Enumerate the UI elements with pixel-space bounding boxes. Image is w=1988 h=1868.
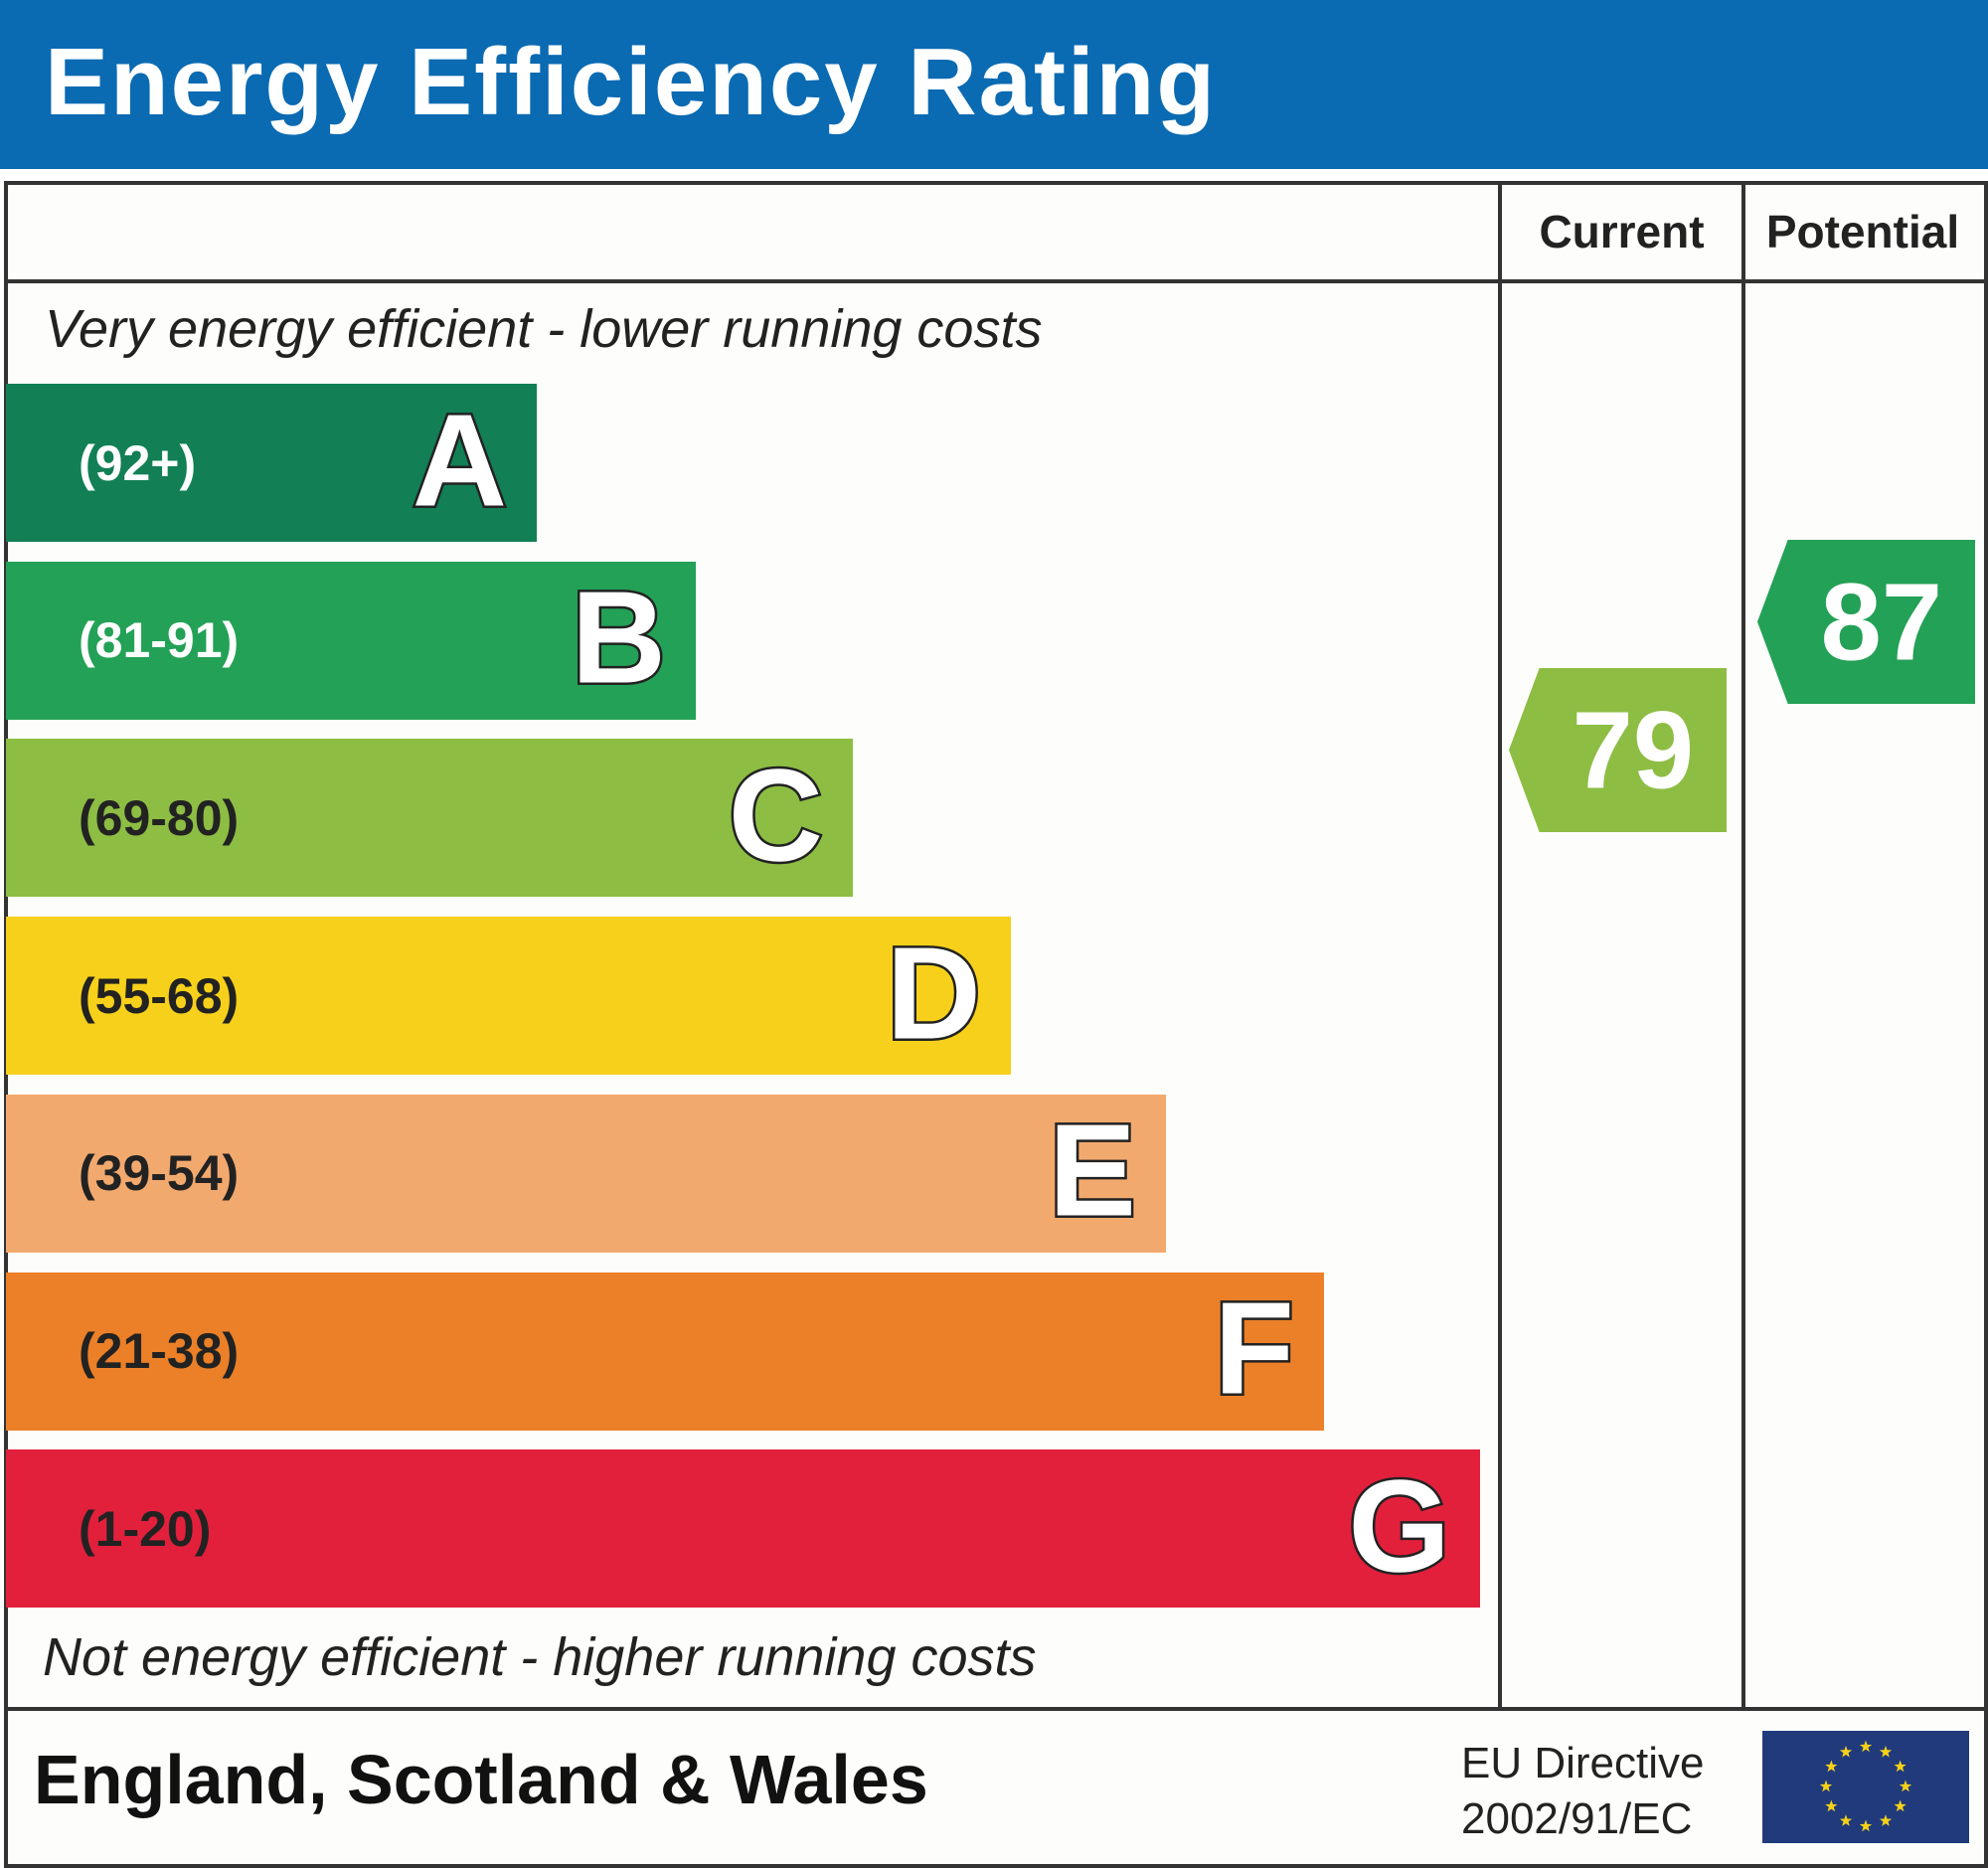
band-bar-g: (1-20) G xyxy=(6,1449,1480,1609)
bottom-note: Not energy efficient - higher running co… xyxy=(43,1627,1037,1687)
band-letter: D xyxy=(884,918,983,1069)
band-range: (1-20) xyxy=(79,1500,212,1557)
star-icon xyxy=(1894,1799,1906,1812)
star-icon xyxy=(1839,1814,1853,1826)
band-range: (81-91) xyxy=(79,612,240,669)
star-icon xyxy=(1899,1780,1912,1792)
potential-rating-arrow: 87 xyxy=(1757,540,1975,704)
column-divider xyxy=(1741,181,1745,1709)
header-banner: Energy Efficiency Rating xyxy=(0,0,1988,169)
band-bar-b: (81-91) B xyxy=(6,561,696,720)
band-bar-c: (69-80) C xyxy=(6,739,853,898)
star-icon xyxy=(1825,1760,1838,1773)
band-bar-a: (92+) A xyxy=(6,384,537,542)
band-bar-e: (39-54) E xyxy=(6,1094,1166,1253)
eu-directive-line1: EU Directive xyxy=(1461,1739,1705,1787)
star-icon xyxy=(1894,1760,1906,1773)
star-icon xyxy=(1879,1814,1893,1826)
region-label: England, Scotland & Wales xyxy=(34,1741,928,1818)
band-range: (55-68) xyxy=(79,967,240,1024)
current-column-header: Current xyxy=(1539,206,1705,257)
current-rating-value: 79 xyxy=(1572,689,1694,811)
eu-flag-icon xyxy=(1762,1731,1969,1843)
star-icon xyxy=(1859,1819,1873,1832)
band-range: (39-54) xyxy=(79,1145,240,1202)
top-note: Very energy efficient - lower running co… xyxy=(45,299,1043,359)
band-letter: A xyxy=(410,384,509,535)
band-letter: E xyxy=(1046,1095,1138,1246)
potential-rating-value: 87 xyxy=(1820,561,1942,683)
potential-column-header: Potential xyxy=(1765,206,1960,257)
star-icon xyxy=(1839,1745,1853,1758)
band-letter: B xyxy=(569,562,668,713)
eu-directive-line2: 2002/91/EC xyxy=(1461,1794,1693,1843)
band-bar-d: (55-68) D xyxy=(6,917,1011,1076)
star-icon xyxy=(1859,1740,1873,1753)
header-row-divider xyxy=(4,279,1984,283)
band-bar-f: (21-38) F xyxy=(6,1272,1324,1431)
band-range: (92+) xyxy=(79,434,197,491)
page-title: Energy Efficiency Rating xyxy=(45,29,1217,135)
band-letter: F xyxy=(1212,1273,1297,1424)
band-range: (69-80) xyxy=(79,789,240,846)
band-letter: G xyxy=(1346,1450,1453,1602)
star-icon xyxy=(1825,1799,1838,1812)
star-icon xyxy=(1819,1780,1833,1792)
band-range: (21-38) xyxy=(79,1323,240,1379)
band-letter: C xyxy=(726,740,825,891)
footer-divider xyxy=(4,1707,1984,1711)
column-divider xyxy=(1498,181,1502,1709)
current-rating-arrow: 79 xyxy=(1509,668,1727,832)
star-icon xyxy=(1879,1745,1893,1758)
